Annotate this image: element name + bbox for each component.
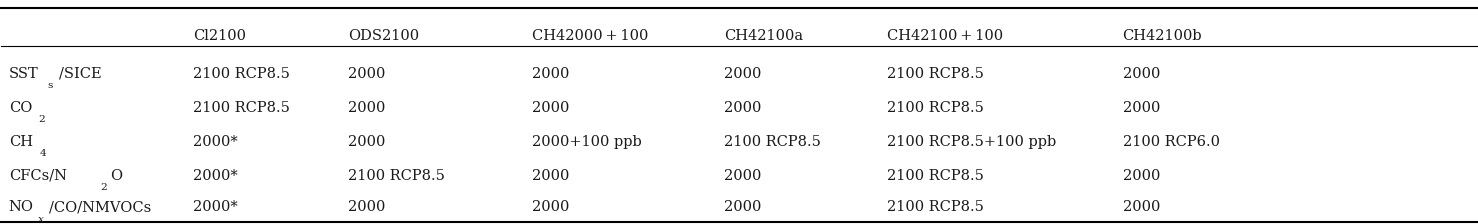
Text: 4: 4	[40, 149, 46, 158]
Text: 2000*: 2000*	[194, 200, 238, 214]
Text: O: O	[111, 169, 123, 183]
Text: 2000: 2000	[347, 200, 386, 214]
Text: 2100 RCP8.5: 2100 RCP8.5	[887, 67, 983, 81]
Text: CH42100 + 100: CH42100 + 100	[887, 29, 1002, 43]
Text: ODS2100: ODS2100	[347, 29, 420, 43]
Text: 2000: 2000	[724, 200, 761, 214]
Text: 2000: 2000	[724, 67, 761, 81]
Text: 2100 RCP8.5: 2100 RCP8.5	[724, 135, 822, 149]
Text: SST: SST	[9, 67, 38, 81]
Text: Cl2100: Cl2100	[194, 29, 247, 43]
Text: 2000: 2000	[1123, 67, 1160, 81]
Text: 2: 2	[38, 115, 44, 124]
Text: /CO/NMVOCs: /CO/NMVOCs	[49, 200, 151, 214]
Text: s: s	[47, 81, 53, 90]
Text: CO: CO	[9, 101, 33, 115]
Text: 2000: 2000	[532, 67, 571, 81]
Text: /SICE: /SICE	[59, 67, 102, 81]
Text: 2000: 2000	[532, 169, 571, 183]
Text: 2000: 2000	[532, 101, 571, 115]
Text: 2000: 2000	[1123, 169, 1160, 183]
Text: 2000: 2000	[724, 169, 761, 183]
Text: 2100 RCP8.5: 2100 RCP8.5	[887, 200, 983, 214]
Text: CH42100b: CH42100b	[1123, 29, 1202, 43]
Text: 2000: 2000	[1123, 101, 1160, 115]
Text: 2100 RCP8.5: 2100 RCP8.5	[887, 101, 983, 115]
Text: CFCs/N: CFCs/N	[9, 169, 67, 183]
Text: 2000*: 2000*	[194, 169, 238, 183]
Text: CH42000 + 100: CH42000 + 100	[532, 29, 649, 43]
Text: 2000: 2000	[532, 200, 571, 214]
Text: 2100 RCP6.0: 2100 RCP6.0	[1123, 135, 1219, 149]
Text: 2000+100 ppb: 2000+100 ppb	[532, 135, 643, 149]
Text: 2100 RCP8.5: 2100 RCP8.5	[194, 67, 290, 81]
Text: NO: NO	[9, 200, 34, 214]
Text: CH42100a: CH42100a	[724, 29, 804, 43]
Text: 2000: 2000	[1123, 200, 1160, 214]
Text: 2000: 2000	[347, 67, 386, 81]
Text: 2000: 2000	[347, 101, 386, 115]
Text: 2000*: 2000*	[194, 135, 238, 149]
Text: 2100 RCP8.5: 2100 RCP8.5	[347, 169, 445, 183]
Text: CH: CH	[9, 135, 33, 149]
Text: 2: 2	[101, 183, 106, 192]
Text: 2100 RCP8.5: 2100 RCP8.5	[887, 169, 983, 183]
Text: 2100 RCP8.5+100 ppb: 2100 RCP8.5+100 ppb	[887, 135, 1055, 149]
Text: 2000: 2000	[347, 135, 386, 149]
Text: 2000: 2000	[724, 101, 761, 115]
Text: 2100 RCP8.5: 2100 RCP8.5	[194, 101, 290, 115]
Text: x: x	[38, 215, 44, 224]
